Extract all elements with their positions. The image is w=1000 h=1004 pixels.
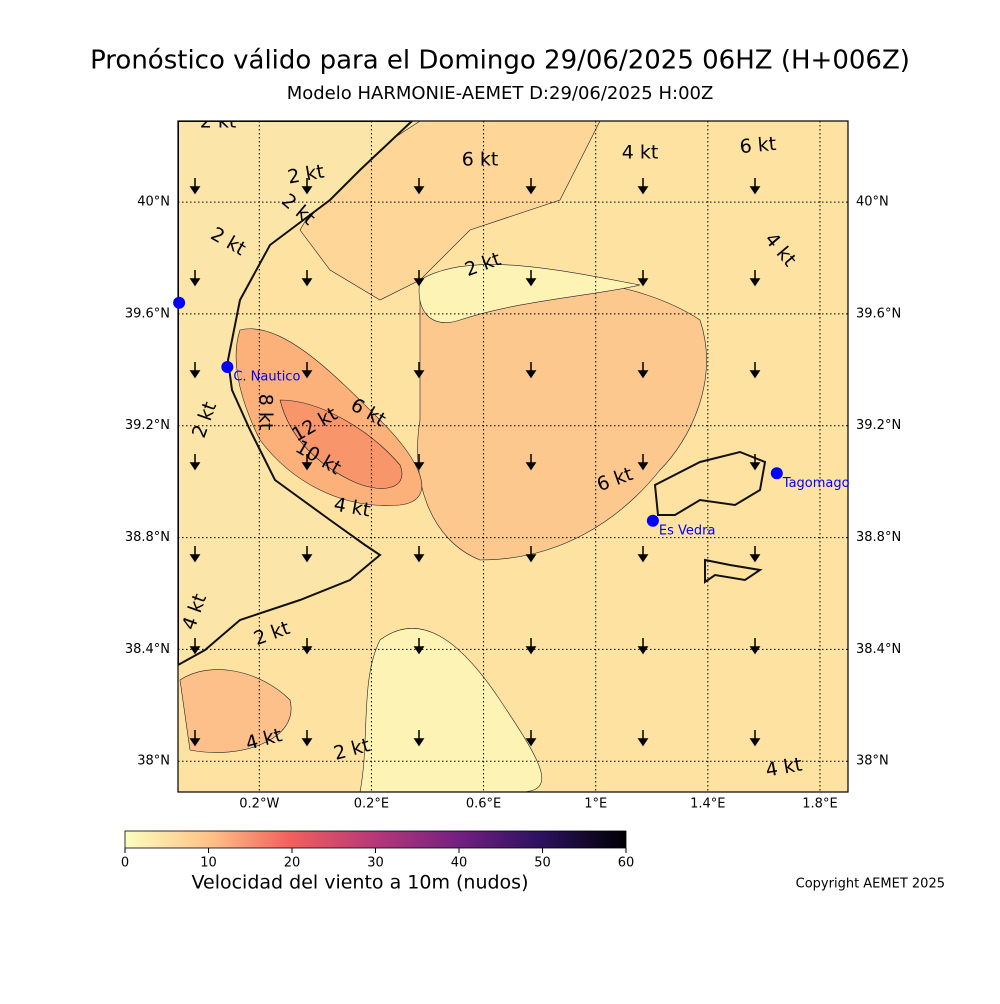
station (173, 296, 186, 309)
colorbar-tick-label: 0 (121, 856, 129, 871)
y-tick-label: 38.4°N (125, 642, 170, 657)
copyright: Copyright AEMET 2025 (796, 877, 945, 892)
wind-arrow (413, 730, 425, 747)
x-tick-label: 0.2°W (239, 797, 279, 812)
field-area (359, 627, 543, 792)
y-tick-label: 38°N (137, 754, 170, 769)
wind-arrow (525, 454, 537, 471)
wind-arrow (189, 362, 201, 379)
field-area (418, 264, 641, 323)
wind-arrow (749, 178, 761, 195)
wind-arrow (863, 546, 871, 561)
wind-arrow (863, 730, 871, 745)
wind-arrow (863, 362, 871, 377)
station (646, 514, 659, 527)
colorbar-tick-label: 60 (618, 856, 635, 871)
x-tick-label: 0.2°E (354, 797, 389, 812)
wind-arrow (525, 546, 537, 563)
wind-arrow (301, 638, 313, 655)
colorbar (124, 830, 627, 849)
station-label: Es Vedra (659, 523, 716, 538)
y-tick-label: 40°N (137, 195, 170, 210)
title: Pronóstico válido para el Domingo 29/06/… (90, 46, 910, 76)
colorbar-tick-label: 20 (284, 856, 301, 871)
station-label: C. Nautico (233, 370, 300, 385)
wind-arrow (863, 270, 871, 285)
island (704, 558, 763, 584)
x-tick-label: 1.8°E (802, 797, 837, 812)
wind-arrow (637, 270, 649, 287)
y-tick-label: 38.8°N (856, 530, 901, 545)
x-tick-label: 1°E (584, 797, 607, 812)
wind-arrow (749, 270, 761, 287)
y-tick-label: 39.6°N (125, 306, 170, 321)
wind-arrow (413, 362, 425, 379)
wind-arrow (525, 178, 537, 195)
wind-arrow (301, 362, 313, 379)
wind-arrow (189, 546, 201, 563)
wind-arrow (301, 730, 313, 747)
wind-arrow (301, 270, 313, 287)
y-tick-label: 40°N (856, 195, 889, 210)
wind-arrow (413, 638, 425, 655)
colorbar-label: Velocidad del viento a 10m (nudos) (192, 872, 529, 894)
wind-arrow (863, 454, 871, 469)
y-tick-label: 38.4°N (856, 642, 901, 657)
subtitle: Modelo HARMONIE-AEMET D:29/06/2025 H:00Z (287, 83, 714, 104)
station (221, 361, 234, 374)
wind-arrow (749, 454, 761, 471)
wind-arrow (301, 546, 313, 563)
wind-arrow (637, 546, 649, 563)
wind-arrow (637, 638, 649, 655)
island (653, 450, 767, 516)
wind-arrow (863, 178, 871, 193)
y-tick-label: 39.2°N (125, 418, 170, 433)
colorbar-tick-label: 30 (367, 856, 384, 871)
wind-arrow (525, 730, 537, 747)
contour-label: 8 kt (255, 394, 277, 431)
wind-arrow (525, 638, 537, 655)
contour-label: 2 kt (200, 111, 237, 133)
colorbar-tick-label: 40 (451, 856, 468, 871)
wind-arrow (413, 546, 425, 563)
y-tick-label: 38°N (856, 754, 889, 769)
contour-label: 6 kt (739, 133, 777, 158)
wind-arrow (637, 730, 649, 747)
x-tick-label: 0.6°E (466, 797, 501, 812)
x-tick-label: 1.4°E (690, 797, 725, 812)
wind-arrow (749, 362, 761, 379)
wind-arrow (189, 454, 201, 471)
wind-arrow (301, 454, 313, 471)
wind-arrow (749, 546, 761, 563)
contour-label: 4 kt (622, 142, 659, 164)
wind-arrow (525, 362, 537, 379)
wind-arrow (749, 730, 761, 747)
field-area (179, 669, 292, 753)
wind-arrow (189, 638, 201, 655)
contour-label: 6 kt (462, 149, 499, 171)
wind-arrow (189, 178, 201, 195)
station (770, 467, 783, 480)
y-tick-label: 38.8°N (125, 530, 170, 545)
wind-arrow (413, 270, 425, 287)
wind-arrow (189, 270, 201, 287)
wind-arrow (637, 362, 649, 379)
y-tick-label: 39.6°N (856, 306, 901, 321)
map-frame (177, 120, 849, 793)
wind-arrow (413, 178, 425, 195)
y-tick-label: 39.2°N (856, 418, 901, 433)
wind-arrow (525, 270, 537, 287)
station-label: Tagomago (782, 476, 850, 491)
wind-arrow (637, 454, 649, 471)
wind-arrow (637, 178, 649, 195)
colorbar-tick-label: 10 (200, 856, 217, 871)
colorbar-tick-label: 50 (534, 856, 551, 871)
wind-arrow (749, 638, 761, 655)
wind-arrow (189, 730, 201, 747)
coastline (178, 121, 414, 667)
wind-arrow (301, 178, 313, 195)
map: 2 kt2 kt2 kt2 kt6 kt 4 kt 6 kt4 kt2 kt8 kt… (178, 111, 871, 792)
wind-arrow (413, 454, 425, 471)
